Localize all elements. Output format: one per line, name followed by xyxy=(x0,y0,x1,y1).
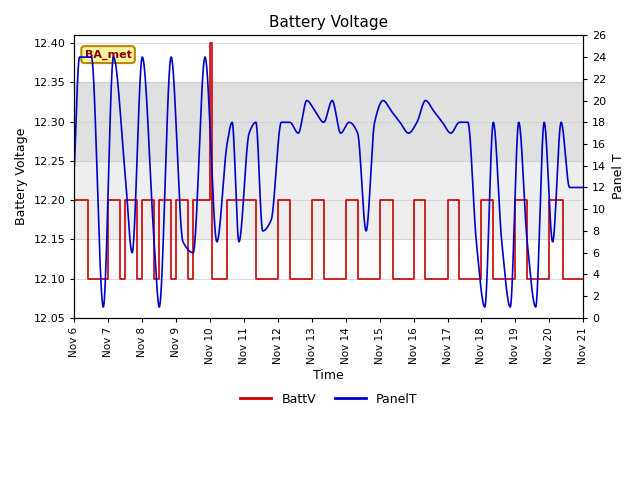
X-axis label: Time: Time xyxy=(314,369,344,382)
Bar xyxy=(74,161,583,240)
Text: BA_met: BA_met xyxy=(84,49,131,60)
Legend: BattV, PanelT: BattV, PanelT xyxy=(235,387,422,410)
Title: Battery Voltage: Battery Voltage xyxy=(269,15,388,30)
Bar xyxy=(74,83,583,161)
Y-axis label: Panel T: Panel T xyxy=(612,154,625,199)
Y-axis label: Battery Voltage: Battery Voltage xyxy=(15,128,28,225)
